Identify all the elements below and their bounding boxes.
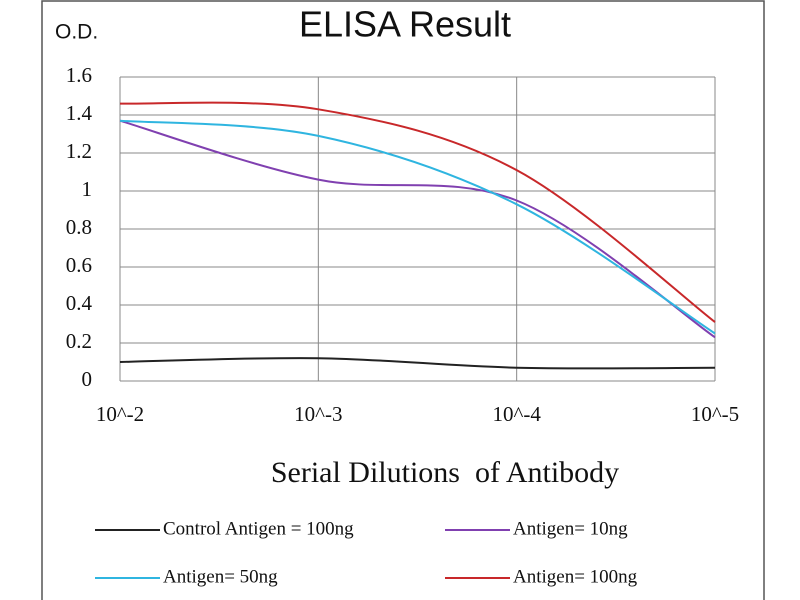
legend-label: Antigen= 50ng — [163, 566, 278, 587]
x-tick-label: 10^-4 — [492, 402, 541, 426]
data-line — [119, 119, 716, 339]
y-tick-label: 0 — [82, 367, 93, 391]
chart-title: ELISA Result — [299, 4, 511, 45]
chart-frame — [41, 0, 765, 600]
y-tick-label: 0.2 — [66, 329, 92, 353]
x-tick-label: 10^-3 — [294, 402, 342, 426]
legend-label: Control Antigen = 100ng — [163, 518, 354, 539]
y-tick-label: 1.4 — [66, 101, 93, 125]
data-line — [119, 101, 716, 323]
data-line — [119, 119, 716, 335]
x-axis-label: Serial Dilutions of Antibody — [271, 456, 619, 489]
y-tick-label: 1.6 — [66, 63, 92, 87]
x-tick-label: 10^-5 — [691, 402, 739, 426]
legend-label: Antigen= 100ng — [513, 566, 638, 587]
y-tick-label: 0.6 — [66, 253, 92, 277]
legend-label: Antigen= 10ng — [513, 518, 628, 539]
y-axis-label: O.D. — [55, 21, 98, 44]
y-tick-label: 1.2 — [66, 139, 92, 163]
x-tick-label: 10^-2 — [96, 402, 144, 426]
y-tick-label: 0.4 — [66, 291, 93, 315]
data-line — [119, 357, 716, 370]
y-tick-label: 1 — [82, 177, 93, 201]
y-tick-label: 0.8 — [66, 215, 92, 239]
